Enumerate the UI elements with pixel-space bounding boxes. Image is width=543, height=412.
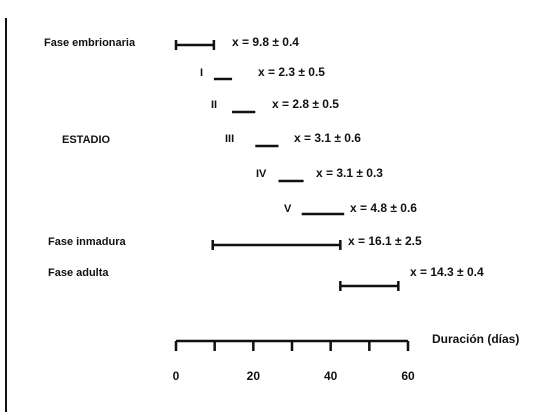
row-label-stage-1: I: [200, 67, 203, 79]
row-label-stage-3: III: [225, 133, 234, 145]
annotation-inmadura: x = 16.1 ± 2.5: [348, 234, 422, 248]
row-stage-3: III x = 3.1 ± 0.6: [225, 131, 361, 148]
row-label-stage-4: IV: [256, 168, 267, 180]
annotation-stage-1: x = 2.3 ± 0.5: [258, 65, 325, 79]
annotation-stage-3: x = 3.1 ± 0.6: [294, 131, 361, 145]
annotation-adulta: x = 14.3 ± 0.4: [410, 265, 484, 279]
bars-layer: Fase embrionaria x = 9.8 ± 0.4 I x = 2.3 ± …: [44, 35, 484, 291]
row-inmadura: Fase inmadura x = 16.1 ± 2.5: [48, 234, 422, 250]
x-axis: 0 20 40 60: [173, 339, 415, 383]
x-tick-label-0: 0: [173, 369, 180, 383]
annotation-stage-4: x = 3.1 ± 0.3: [316, 166, 383, 180]
annotation-stage-5: x = 4.8 ± 0.6: [350, 201, 417, 215]
row-label-embrionaria: Fase embrionaria: [44, 37, 136, 49]
group-label: ESTADIO: [62, 134, 111, 146]
row-embrionaria: Fase embrionaria x = 9.8 ± 0.4: [44, 35, 299, 50]
row-stage-2: II x = 2.8 ± 0.5: [211, 97, 339, 114]
row-stage-4: IV x = 3.1 ± 0.3: [256, 166, 383, 183]
row-label-inmadura: Fase inmadura: [48, 236, 127, 248]
x-axis-label: Duración (días): [432, 332, 519, 346]
x-tick-label-20: 20: [247, 369, 261, 383]
row-label-stage-2: II: [211, 99, 217, 111]
annotation-embrionaria: x = 9.8 ± 0.4: [232, 35, 299, 49]
x-tick-label-40: 40: [324, 369, 338, 383]
x-tick-label-60: 60: [401, 369, 415, 383]
row-label-adulta: Fase adulta: [48, 267, 109, 279]
row-label-stage-5: V: [284, 203, 292, 215]
annotation-stage-2: x = 2.8 ± 0.5: [272, 97, 339, 111]
row-adulta: Fase adulta x = 14.3 ± 0.4: [48, 265, 484, 291]
